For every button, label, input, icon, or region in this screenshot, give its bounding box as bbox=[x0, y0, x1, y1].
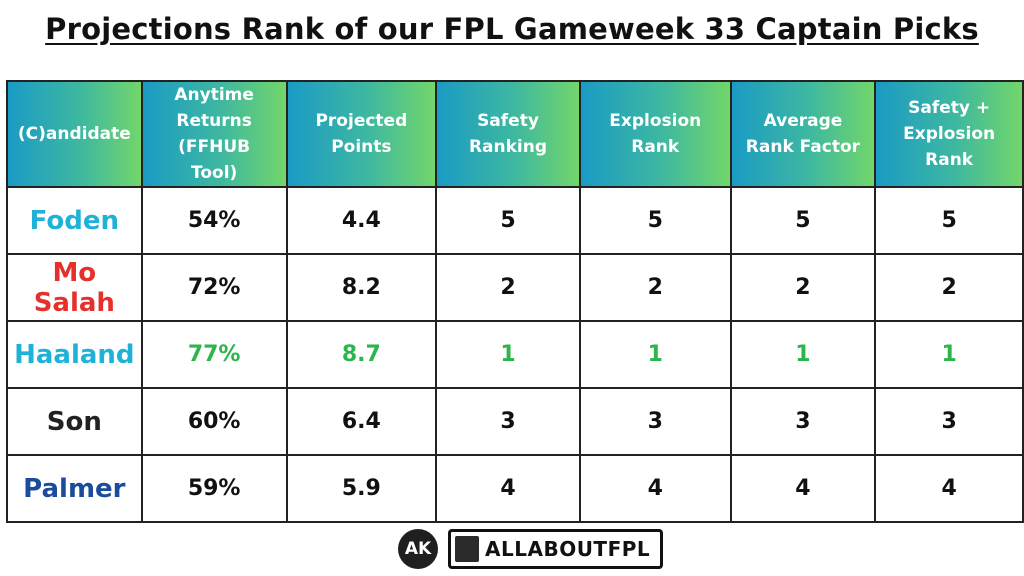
footer-logo: AK ALLABOUTFPL bbox=[398, 528, 664, 570]
table-cell: 1 bbox=[874, 320, 1024, 389]
candidate-name: Mo Salah bbox=[6, 253, 143, 322]
table-cell: 2 bbox=[578, 253, 732, 322]
table-cell: 2 bbox=[435, 253, 581, 322]
brand: ALLABOUTFPL bbox=[448, 529, 664, 569]
candidate-name: Haaland bbox=[6, 320, 143, 389]
column-header: Average Rank Factor bbox=[729, 80, 877, 188]
badge: AK bbox=[398, 529, 438, 569]
table-cell: 5 bbox=[578, 186, 732, 255]
table-cell: 3 bbox=[729, 387, 877, 456]
table-cell: 6.4 bbox=[285, 387, 438, 456]
table-cell: 2 bbox=[874, 253, 1024, 322]
candidate-name: Son bbox=[6, 387, 143, 456]
table-row: Foden 54% 4.4 5 5 5 5 bbox=[6, 186, 1024, 255]
column-header: Safety + Explosion Rank bbox=[874, 80, 1024, 188]
table-cell: 4 bbox=[874, 454, 1024, 523]
column-header: (C)andidate bbox=[6, 80, 143, 188]
candidate-name: Foden bbox=[6, 186, 143, 255]
table-cell: 54% bbox=[140, 186, 288, 255]
column-header: Safety Ranking bbox=[435, 80, 581, 188]
column-header: Anytime Returns (FFHUB Tool) bbox=[140, 80, 288, 188]
table-cell: 1 bbox=[435, 320, 581, 389]
table-cell: 72% bbox=[140, 253, 288, 322]
table-cell: 4 bbox=[435, 454, 581, 523]
title: Projections Rank of our FPL Gameweek 33 … bbox=[45, 12, 979, 46]
table-cell: 3 bbox=[435, 387, 581, 456]
table-cell: 4 bbox=[578, 454, 732, 523]
candidate-name: Palmer bbox=[6, 454, 143, 523]
table-cell: 5.9 bbox=[285, 454, 438, 523]
header-row: (C)andidate Anytime Returns (FFHUB Tool) P… bbox=[6, 80, 1024, 188]
captain-table: (C)andidate Anytime Returns (FFHUB Tool) P… bbox=[6, 80, 1024, 523]
table-cell: 1 bbox=[578, 320, 732, 389]
table-cell: 5 bbox=[729, 186, 877, 255]
table-cell: 5 bbox=[874, 186, 1024, 255]
table-cell: 60% bbox=[140, 387, 288, 456]
table-cell: 3 bbox=[578, 387, 732, 456]
table-row: Son 60% 6.4 3 3 3 3 bbox=[6, 387, 1024, 456]
table-cell: 77% bbox=[140, 320, 288, 389]
table-cell: 3 bbox=[874, 387, 1024, 456]
table-cell: 4.4 bbox=[285, 186, 438, 255]
table-cell: 8.7 bbox=[285, 320, 438, 389]
table-body: Foden 54% 4.4 5 5 5 5 Mo Salah 72% 8.2 2 2 2 2 Haaland… bbox=[6, 186, 1024, 523]
table-row: Haaland 77% 8.7 1 1 1 1 bbox=[6, 320, 1024, 389]
column-header: Explosion Rank bbox=[578, 80, 732, 188]
table-cell: 2 bbox=[729, 253, 877, 322]
table-row: Palmer 59% 5.9 4 4 4 4 bbox=[6, 454, 1024, 523]
table-cell: 8.2 bbox=[285, 253, 438, 322]
column-header: Projected Points bbox=[285, 80, 438, 188]
table-cell: 1 bbox=[729, 320, 877, 389]
table-cell: 5 bbox=[435, 186, 581, 255]
table-cell: 59% bbox=[140, 454, 288, 523]
table-cell: 4 bbox=[729, 454, 877, 523]
table-row: Mo Salah 72% 8.2 2 2 2 2 bbox=[6, 253, 1024, 322]
